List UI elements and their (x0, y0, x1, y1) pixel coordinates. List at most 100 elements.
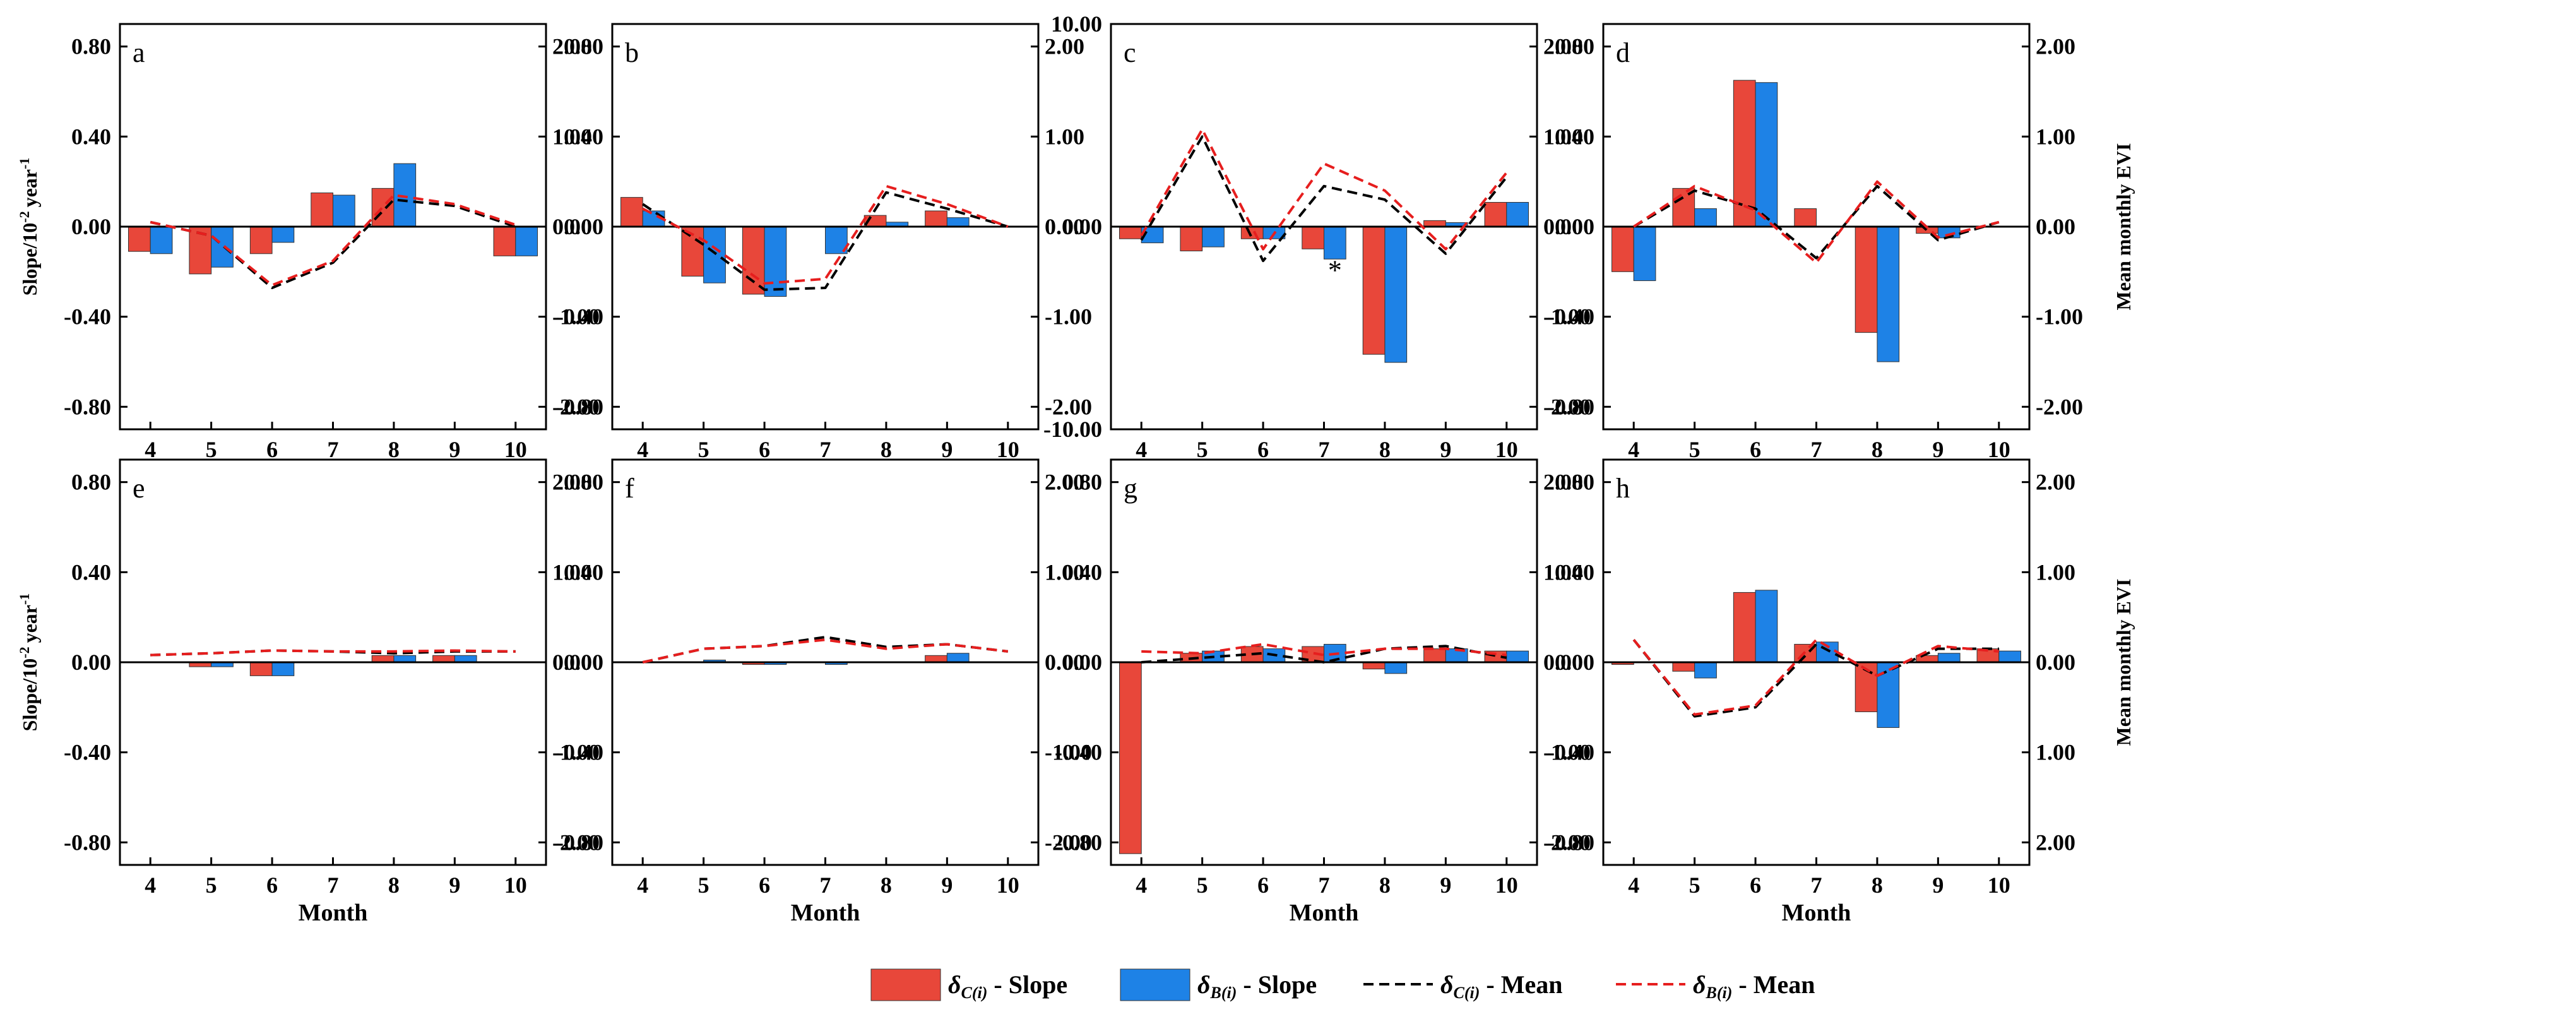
panel-letter: e (133, 473, 145, 504)
x-tick-label: 9 (1440, 872, 1451, 898)
x-axis-title: Month (791, 900, 860, 926)
legend-symbol: δ (948, 970, 961, 999)
right-tick-label: 2.00 (1045, 34, 1084, 59)
left-tick-label: -0.40 (556, 740, 603, 765)
legend-swatch (1120, 968, 1190, 1001)
x-tick-label: 4 (145, 437, 156, 462)
x-tick-label: 6 (1257, 437, 1269, 462)
bar-b-10 (515, 226, 538, 256)
series-line-c-mean (1141, 645, 1507, 664)
bar-b-5 (1202, 226, 1225, 247)
panel-letter: c (1124, 37, 1136, 68)
x-tick-label: 7 (820, 437, 831, 462)
bar-b-8 (1877, 662, 1900, 728)
legend-item-1: δC(i) - Slope (870, 968, 1067, 1002)
left-tick-label: -0.40 (1055, 740, 1102, 765)
x-tick-label: 5 (1689, 872, 1701, 898)
bar-b-10 (1506, 650, 1529, 663)
right-tick-label: -1.00 (2036, 304, 2083, 330)
bar-c-8 (1855, 226, 1878, 333)
bar-b-5 (1694, 208, 1717, 227)
right-tick-label: 0.00 (2036, 214, 2075, 239)
right-tick-label: 0.00 (2036, 650, 2075, 675)
right-tick-label: 1.00 (1045, 124, 1084, 149)
x-tick-label: 6 (1750, 872, 1761, 898)
bar-b-5 (211, 226, 234, 268)
x-tick-label: 9 (941, 872, 953, 898)
legend-item-3: δC(i) - Mean (1363, 970, 1562, 1002)
bar-c-7 (1794, 208, 1817, 227)
right-tick-label: -1.00 (552, 304, 600, 330)
right-tick-label: -2.00 (552, 394, 600, 419)
bar-b-8 (393, 655, 417, 663)
left-tick-label: -0.40 (64, 304, 111, 330)
x-tick-label: 9 (449, 437, 460, 462)
bar-c-4 (1119, 226, 1142, 239)
x-tick-label: 4 (145, 872, 156, 898)
slope-axis-unit: year (18, 605, 41, 643)
x-tick-label: 5 (698, 872, 709, 898)
x-axis-title: Month (299, 900, 368, 926)
left-tick-label: 0.00 (564, 650, 603, 675)
series-line-b-mean (1141, 643, 1507, 657)
left-tick-label: -0.40 (64, 740, 111, 765)
bar-c-8 (371, 188, 395, 227)
bar-c-8 (371, 655, 395, 663)
right-tick-label: -2.00 (1045, 394, 1092, 419)
right-tick-label: 1.00 (2036, 559, 2075, 585)
legend-label: δC(i) - Mean (1440, 970, 1562, 1002)
right-tick-label: -2.00 (2036, 394, 2083, 419)
left-tick-label: -0.40 (556, 304, 603, 330)
right-tick-label: -1.00 (1045, 740, 1092, 765)
right-tick-label: 1.00 (1045, 559, 1084, 585)
right-tick-label: 1.00 (2036, 124, 2075, 149)
x-tick-label: 8 (388, 872, 400, 898)
x-tick-label: 9 (941, 437, 953, 462)
bar-c-6 (1240, 226, 1264, 239)
left-tick-label: -0.80 (64, 394, 111, 419)
x-tick-label: 9 (1932, 872, 1944, 898)
x-tick-label: 4 (637, 437, 648, 462)
x-tick-label: 5 (1197, 872, 1208, 898)
bar-c-7 (311, 193, 333, 227)
right-tick-label: -1.00 (1045, 304, 1092, 330)
bar-c-6 (1733, 592, 1756, 663)
right-tick-label: -2.00 (1543, 830, 1591, 855)
panel-letter: b (625, 37, 639, 68)
left-tick-label: 0.00 (71, 650, 111, 675)
slope-axis-text: Slope/10 (18, 658, 41, 732)
x-tick-label: 10 (997, 437, 1019, 462)
right-tick-label: 0.00 (552, 650, 592, 675)
series-line-c-mean (642, 191, 1009, 291)
x-tick-label: 6 (1750, 437, 1761, 462)
panel-h: 0.80 0.40 0.00 -0.40 -0.80 2.00 1.00 0.00 1.00 2.… (1547, 458, 2135, 926)
bar-b-10 (1998, 650, 2021, 663)
bar-c-5 (1672, 662, 1695, 672)
left-tick-label: 0.80 (564, 470, 603, 495)
bar-b-9 (454, 655, 477, 663)
right-tick-label: 0.00 (1543, 650, 1583, 675)
x-tick-label: 10 (1495, 872, 1518, 898)
legend-suffix: - Mean (1732, 970, 1815, 999)
x-tick-label: 8 (1379, 872, 1391, 898)
left-tick-label: 0.00 (1555, 214, 1594, 239)
right-tick-label: 2.00 (1543, 34, 1583, 59)
bar-b-6 (271, 226, 295, 243)
x-tick-label: 9 (449, 872, 460, 898)
bar-c-6 (1733, 80, 1756, 227)
slope-axis-sup: -2 (16, 211, 32, 222)
x-tick-label: 8 (1872, 437, 1883, 462)
x-tick-label: 7 (328, 437, 339, 462)
series-line-b-mean (150, 649, 516, 657)
left-tick-label: -0.40 (1547, 304, 1594, 330)
bar-b-6 (1755, 82, 1778, 227)
annotation: * (1328, 254, 1342, 285)
series-line-b-mean (1632, 638, 1999, 716)
bar-b-6 (764, 226, 787, 297)
bar-b-4 (1633, 226, 1656, 282)
bar-c-5 (1672, 188, 1695, 227)
left-tick-label: -0.80 (556, 830, 603, 855)
bar-b-4 (150, 226, 173, 254)
bar-c-5 (189, 226, 212, 275)
left-tick-label: -10.00 (1043, 417, 1102, 442)
